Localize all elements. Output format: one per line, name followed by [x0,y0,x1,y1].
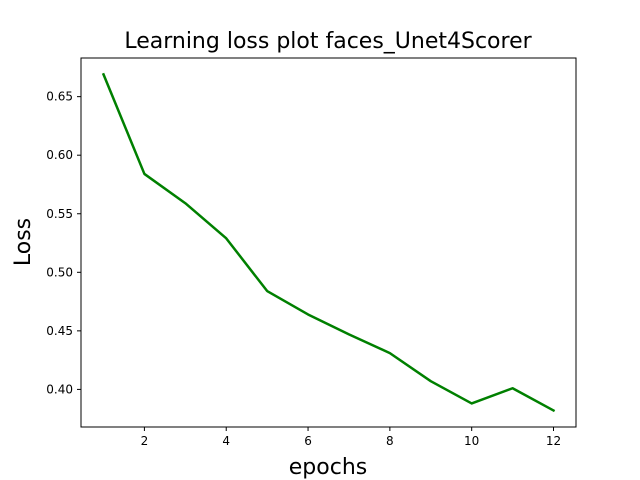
plot-frame [80,57,577,428]
y-axis-ticks: 0.40 0.45 0.50 0.55 0.60 0.65 [46,90,81,396]
plot-area [81,58,576,427]
x-tick-label: 2 [141,434,149,448]
y-tick-label: 0.65 [46,90,73,104]
x-axis-label: epochs [289,455,367,480]
y-tick-label: 0.45 [46,324,73,338]
x-tick-label: 10 [464,434,479,448]
loss-series-line [101,72,556,413]
x-tick-label: 6 [304,434,312,448]
chart-title: Learning loss plot faces_Unet4Scorer [124,29,532,54]
y-axis-label: Loss [11,218,36,266]
y-tick-label: 0.50 [46,265,73,279]
y-tick-label: 0.40 [46,382,73,396]
y-tick-label: 0.55 [46,207,73,221]
x-axis-ticks: 2 4 6 8 10 12 [141,427,561,448]
x-tick-label: 12 [546,434,561,448]
x-tick-label: 8 [386,434,394,448]
y-tick-label: 0.60 [46,148,73,162]
x-tick-label: 4 [222,434,230,448]
series-layer [101,72,556,413]
